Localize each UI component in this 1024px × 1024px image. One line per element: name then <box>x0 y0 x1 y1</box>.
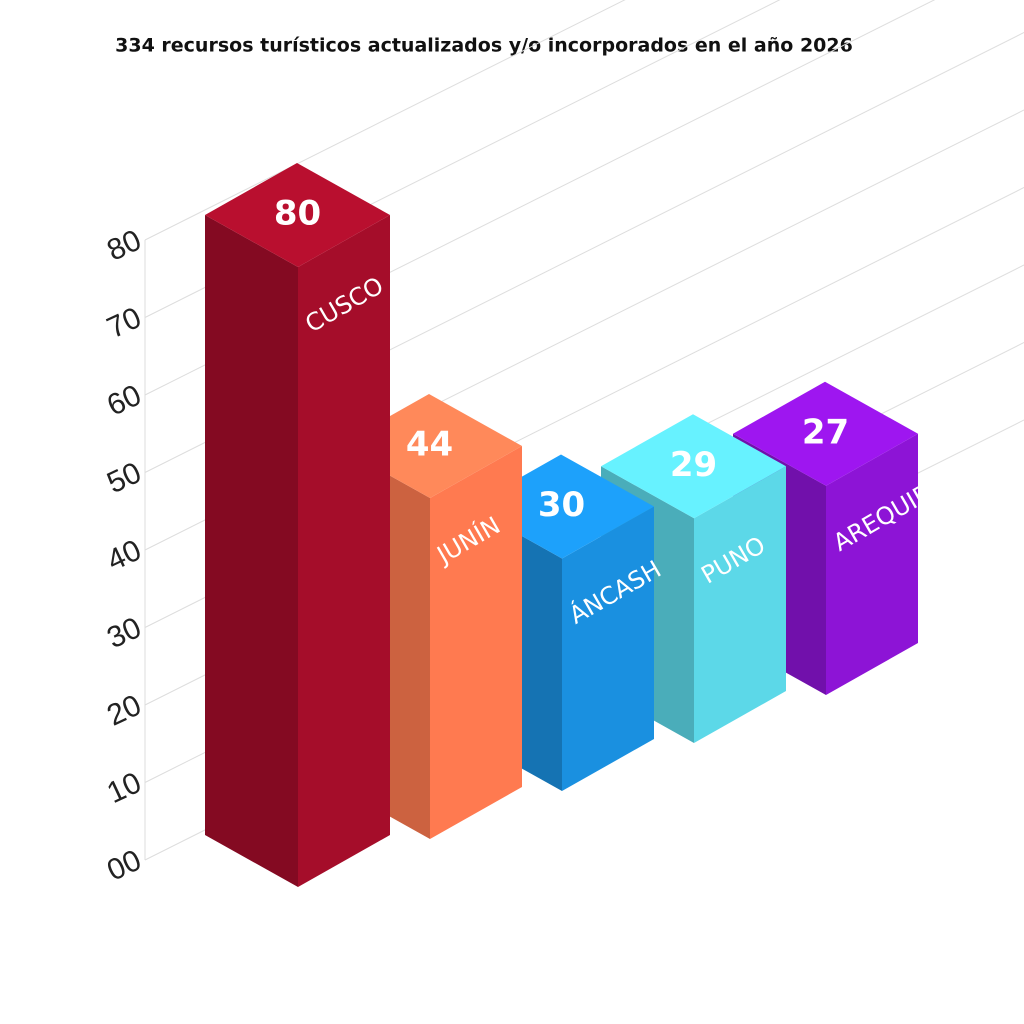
bar-side-face <box>562 506 654 791</box>
value-label: 44 <box>406 425 453 465</box>
bar-front-face <box>205 215 298 887</box>
bar-top-face <box>733 381 918 486</box>
value-label: 27 <box>802 412 849 452</box>
y-tick-label: 80 <box>102 224 146 268</box>
y-tick-label: 20 <box>102 689 146 733</box>
bar-side-face <box>694 466 786 743</box>
bar-side-face <box>826 433 918 695</box>
y-tick-label: 00 <box>102 844 146 888</box>
y-tick-label: 50 <box>102 456 146 500</box>
y-tick-label: 60 <box>102 379 146 423</box>
y-tick-label: 40 <box>102 534 146 578</box>
value-label: 80 <box>274 194 321 234</box>
value-label: 29 <box>670 445 717 485</box>
chart-title: 334 recursos turísticos actualizados y/o… <box>115 35 853 57</box>
bar <box>205 163 390 887</box>
y-tick-label: 70 <box>102 301 146 345</box>
value-label: 30 <box>538 485 585 525</box>
bar-top-face <box>601 414 786 519</box>
y-tick-label: 30 <box>102 611 146 655</box>
bar-side-face <box>430 446 522 839</box>
bar-side-face <box>298 215 390 887</box>
bar-top-face <box>205 163 390 267</box>
y-tick-label: 10 <box>102 766 146 810</box>
